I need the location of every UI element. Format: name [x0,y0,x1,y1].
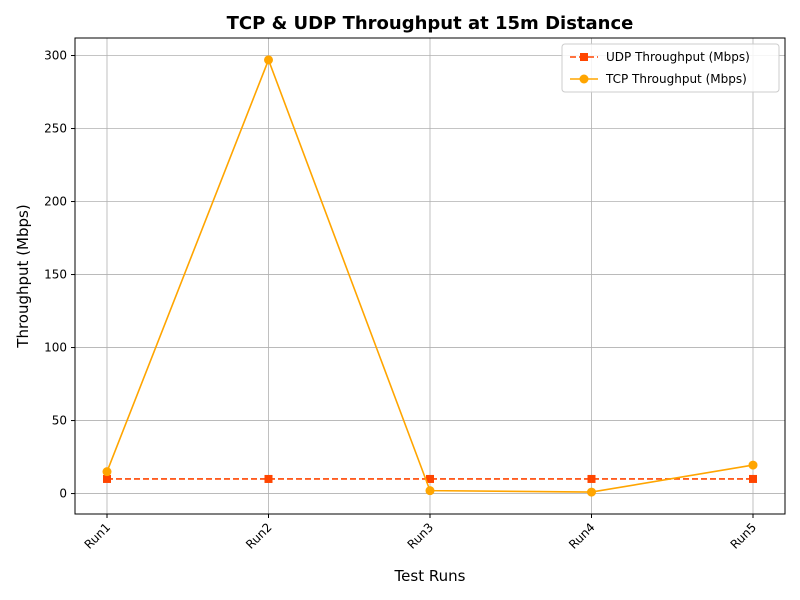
data-point-square [103,474,111,483]
y-tick-label: 150 [44,268,67,282]
x-tick-label: Run3 [405,520,437,552]
y-tick-label: 250 [44,122,67,136]
data-point-circle [102,467,112,477]
data-point-square [264,474,273,483]
data-point-circle [264,55,273,65]
legend-label: UDP Throughput (Mbps) [606,50,750,64]
series-tcp [102,55,758,497]
y-tick-label: 50 [52,414,67,428]
series-udp [103,474,757,483]
x-tick-label: Run5 [728,520,760,552]
legend-item: UDP Throughput (Mbps) [570,50,750,64]
legend-marker-square [580,53,588,61]
data-point-circle [587,487,596,497]
grid-lines [75,38,785,514]
legend-marker-circle [579,74,589,84]
x-tick-label: Run4 [566,520,598,552]
data-point-square [587,474,596,483]
chart-title: TCP & UDP Throughput at 15m Distance [227,13,634,34]
series-layer [102,55,758,497]
data-point-circle [748,460,758,470]
legend: UDP Throughput (Mbps) TCP Throughput (Mbp… [561,43,780,93]
y-tick-label: 100 [44,341,67,355]
x-tick-label: Run1 [82,520,114,552]
y-tick-label: 200 [44,195,67,209]
legend-box [561,43,780,93]
legend-item: TCP Throughput (Mbps) [570,72,747,86]
y-tick-label: 300 [44,49,67,63]
data-point-square [749,474,757,483]
x-tick-label: Run2 [243,520,275,552]
y-axis-ticks: 0 50 100 150 200 250 300 [44,49,75,501]
y-tick-label: 0 [59,487,67,501]
x-axis-ticks: Run1 Run2 Run3 Run4 Run5 [82,514,760,552]
legend-label: TCP Throughput (Mbps) [605,72,747,86]
y-axis-label: Throughput (Mbps) [14,204,32,348]
x-axis-label: Test Runs [394,567,466,585]
data-point-circle [425,486,435,496]
data-point-square [426,474,434,483]
